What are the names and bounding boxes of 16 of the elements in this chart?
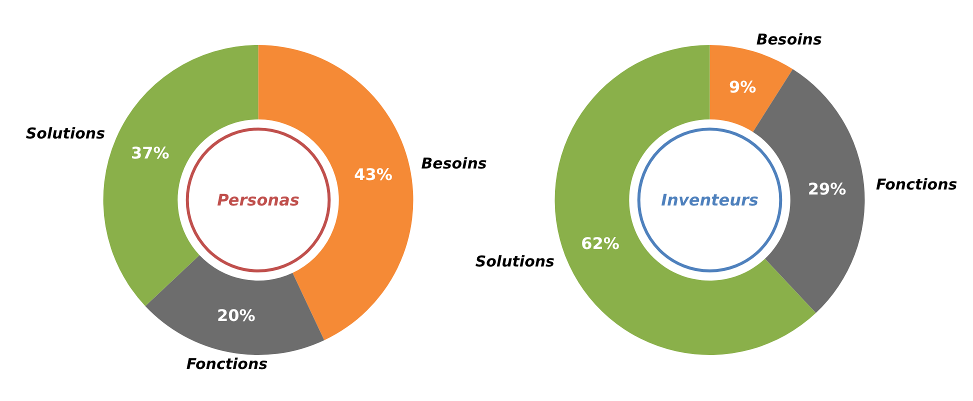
data-label: 43% — [354, 164, 392, 184]
slice-label: Besoins — [421, 154, 487, 173]
text: Inventeurs — [661, 190, 758, 210]
donut-slice — [710, 45, 793, 132]
slice-label: Fonctions — [186, 355, 268, 374]
data-label: 29% — [808, 179, 846, 198]
slice-label: Solutions — [26, 124, 106, 143]
slice-label: Fonctions — [876, 175, 958, 194]
text: Personas — [217, 190, 300, 210]
data-label: 62% — [581, 234, 620, 253]
donut-slice — [145, 255, 324, 355]
data-label: 20% — [217, 306, 256, 326]
data-label: 9% — [729, 77, 756, 96]
slice-label: Besoins — [756, 30, 822, 49]
data-label: 37% — [130, 144, 170, 163]
slice-label: Solutions — [475, 252, 555, 270]
